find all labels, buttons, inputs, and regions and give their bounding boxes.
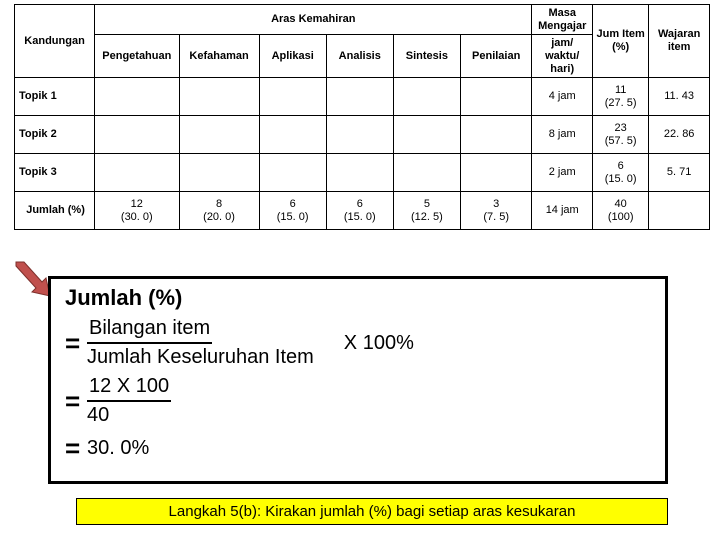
formula-mult: X 100% [344,332,414,355]
formula-line-1: = Bilangan item Jumlah Keseluruhan Item … [65,317,651,369]
cell-masa: 2 jam [532,154,593,192]
col-analisis: Analisis [326,35,393,78]
col-kandungan: Kandungan [15,5,95,78]
col-aras: Aras Kemahiran [95,5,532,35]
cell-masa: 8 jam [532,116,593,154]
table-row: Topik 1 4 jam 11(27. 5) 11. 43 [15,78,710,116]
row-topik2: Topik 2 [15,116,95,154]
col-penilaian: Penilaian [460,35,531,78]
formula-result: 30. 0% [87,437,149,460]
equals-sign: = [65,328,87,359]
cell-jum: 23(57. 5) [593,116,649,154]
cell-waj: 11. 43 [649,78,710,116]
formula-line-2: = 12 X 100 40 [65,375,651,427]
table-row-jumlah: Jumlah (%) 12(30. 0) 8(20. 0) 6(15. 0) 6… [15,192,710,230]
col-kefahaman: Kefahaman [179,35,259,78]
table-row: Topik 3 2 jam 6(15. 0) 5. 71 [15,154,710,192]
row-topik1: Topik 1 [15,78,95,116]
cell-jum: 11(27. 5) [593,78,649,116]
equals-sign: = [65,386,87,417]
equals-sign: = [65,433,87,464]
col-masa: Masa Mengajar [532,5,593,35]
skill-level-table: Kandungan Aras Kemahiran Masa Mengajar J… [14,4,710,230]
col-aplikasi: Aplikasi [259,35,326,78]
cell-waj: 5. 71 [649,154,710,192]
table-row: Topik 2 8 jam 23(57. 5) 22. 86 [15,116,710,154]
formula-line-3: = 30. 0% [65,433,651,464]
cell-jum: 6(15. 0) [593,154,649,192]
formula-title: Jumlah (%) [65,285,651,311]
cell-masa: 4 jam [532,78,593,116]
formula-den: Jumlah Keseluruhan Item [87,344,314,369]
col-pengetahuan: Pengetahuan [95,35,179,78]
row-topik3: Topik 3 [15,154,95,192]
col-jam: jam/ waktu/ hari) [532,35,593,78]
formula-num: Bilangan item [87,317,212,344]
col-sintesis: Sintesis [393,35,460,78]
row-jumlah: Jumlah (%) [15,192,95,230]
cell-waj: 22. 86 [649,116,710,154]
formula-box: Jumlah (%) = Bilangan item Jumlah Keselu… [48,276,668,484]
col-wajaran: Wajaran item [649,5,710,78]
step-caption: Langkah 5(b): Kirakan jumlah (%) bagi se… [76,498,668,525]
col-jum-item: Jum Item (%) [593,5,649,78]
